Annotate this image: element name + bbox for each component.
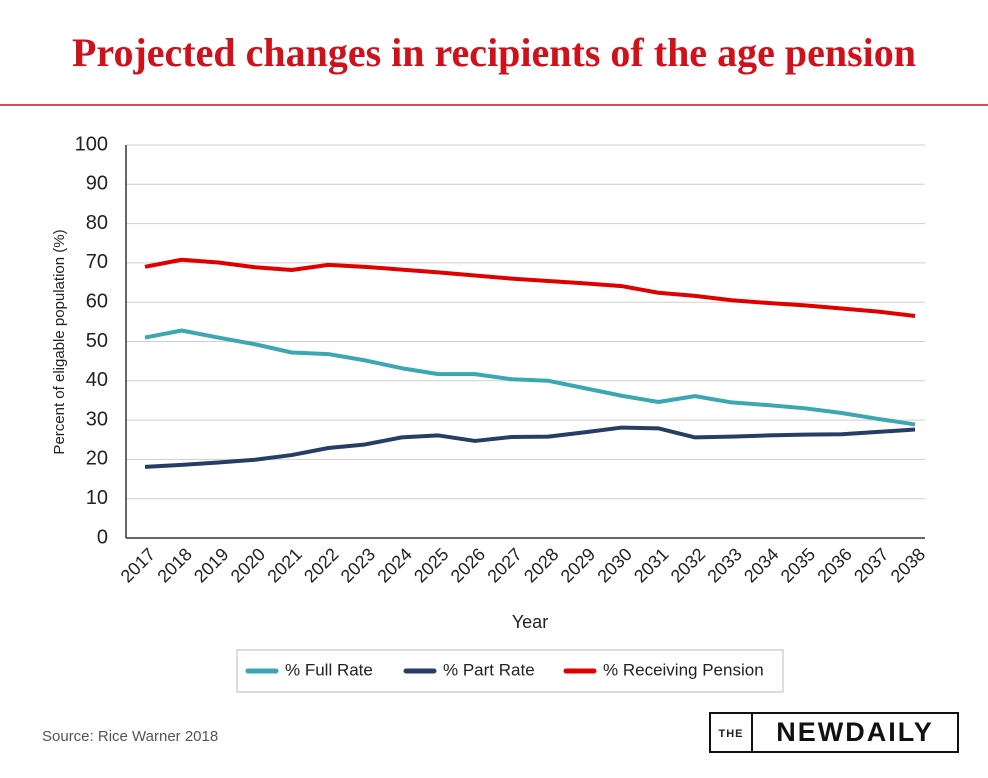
- x-tick-label: 2020: [227, 544, 269, 586]
- x-tick-label: 2018: [153, 544, 195, 586]
- logo-name: NEWDAILY: [776, 717, 934, 747]
- legend-label: % Receiving Pension: [603, 660, 764, 679]
- y-tick-label: 90: [86, 173, 108, 195]
- x-tick-label: 2024: [373, 544, 415, 586]
- x-tick-label: 2037: [850, 544, 892, 586]
- series-line: [144, 257, 916, 318]
- x-tick-label: 2032: [667, 544, 709, 586]
- legend-label: % Part Rate: [443, 660, 535, 679]
- y-tick-label: 0: [97, 526, 108, 548]
- y-tick-label: 70: [86, 251, 108, 273]
- x-tick-label: 2023: [337, 544, 379, 586]
- x-tick-label: 2031: [630, 544, 672, 586]
- x-tick-label: 2017: [117, 544, 159, 586]
- y-tick-label: 60: [86, 290, 108, 312]
- y-tick-label: 10: [86, 487, 108, 509]
- y-tick-label: 20: [86, 448, 108, 470]
- source: Source: Rice Warner 2018: [42, 728, 218, 745]
- x-tick-label: 2019: [190, 544, 232, 586]
- x-tick-label: 2034: [740, 544, 782, 586]
- x-tick-label: 2038: [887, 544, 929, 586]
- y-tick-label: 80: [86, 212, 108, 234]
- x-tick-label: 2029: [557, 544, 599, 586]
- y-tick-label: 30: [86, 408, 108, 430]
- x-tick-label: 2026: [447, 544, 489, 586]
- x-tick-label: 2021: [263, 544, 305, 586]
- series-line: [144, 328, 916, 427]
- x-tick-label: 2022: [300, 544, 342, 586]
- x-tick-label: 2035: [777, 544, 819, 586]
- x-tick-label: 2036: [813, 544, 855, 586]
- logo-prefix: THE: [719, 728, 744, 740]
- x-tick-label: 2033: [703, 544, 745, 586]
- chart-title: Projected changes in recipients of the a…: [72, 30, 916, 75]
- legend-box: [236, 649, 784, 693]
- legend-label: % Full Rate: [285, 660, 373, 679]
- x-tick-label: 2030: [593, 544, 635, 586]
- y-tick-label: 50: [86, 330, 108, 352]
- y-tick-label: 100: [75, 133, 108, 155]
- series-line: [144, 425, 916, 469]
- x-axis-label: Year: [512, 612, 548, 632]
- x-tick-label: 2025: [410, 544, 452, 586]
- x-tick-label: 2027: [483, 544, 525, 586]
- y-axis-label: Percent of eligable population (%): [51, 229, 68, 454]
- y-tick-label: 40: [86, 369, 108, 391]
- x-tick-label: 2028: [520, 544, 562, 586]
